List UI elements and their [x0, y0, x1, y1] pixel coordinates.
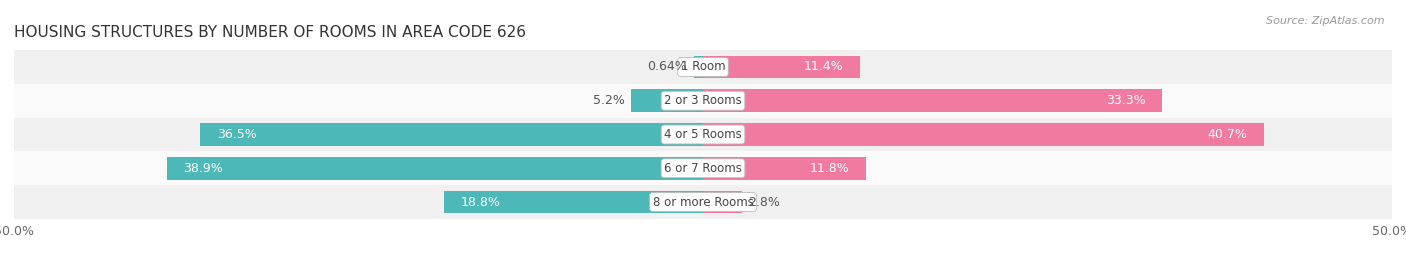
Text: Source: ZipAtlas.com: Source: ZipAtlas.com: [1267, 16, 1385, 26]
Bar: [695, 55, 703, 79]
Bar: [444, 190, 703, 214]
Bar: [703, 55, 860, 79]
Text: 4 or 5 Rooms: 4 or 5 Rooms: [664, 128, 742, 141]
Bar: [703, 89, 1161, 112]
Bar: [14, 185, 1392, 219]
Text: 18.8%: 18.8%: [461, 196, 501, 208]
Bar: [703, 123, 1264, 146]
Bar: [200, 123, 703, 146]
Text: 11.8%: 11.8%: [810, 162, 849, 175]
Text: 33.3%: 33.3%: [1105, 94, 1146, 107]
Bar: [631, 89, 703, 112]
Text: 2.8%: 2.8%: [748, 196, 780, 208]
Text: 11.4%: 11.4%: [804, 61, 844, 73]
Text: 8 or more Rooms: 8 or more Rooms: [652, 196, 754, 208]
Bar: [14, 118, 1392, 151]
Text: 0.64%: 0.64%: [648, 61, 688, 73]
Bar: [14, 50, 1392, 84]
Text: 1 Room: 1 Room: [681, 61, 725, 73]
Bar: [14, 151, 1392, 185]
Bar: [14, 84, 1392, 118]
Text: 6 or 7 Rooms: 6 or 7 Rooms: [664, 162, 742, 175]
Text: HOUSING STRUCTURES BY NUMBER OF ROOMS IN AREA CODE 626: HOUSING STRUCTURES BY NUMBER OF ROOMS IN…: [14, 25, 526, 40]
Bar: [703, 190, 741, 214]
Text: 38.9%: 38.9%: [184, 162, 224, 175]
Text: 2 or 3 Rooms: 2 or 3 Rooms: [664, 94, 742, 107]
Text: 36.5%: 36.5%: [217, 128, 256, 141]
Text: 40.7%: 40.7%: [1208, 128, 1247, 141]
Bar: [167, 157, 703, 180]
Bar: [703, 157, 866, 180]
Text: 5.2%: 5.2%: [592, 94, 624, 107]
